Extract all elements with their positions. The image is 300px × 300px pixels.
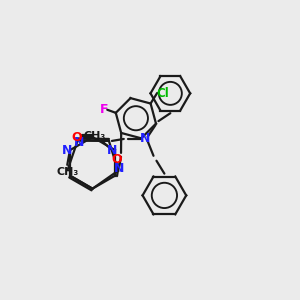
Text: O: O: [112, 153, 122, 167]
Text: N: N: [62, 145, 72, 158]
Text: N: N: [140, 132, 150, 146]
Text: N: N: [107, 143, 117, 157]
Text: CH₃: CH₃: [84, 131, 106, 141]
Text: O: O: [71, 130, 82, 144]
Text: CH₃: CH₃: [56, 167, 78, 177]
Text: N: N: [74, 136, 84, 149]
Text: F: F: [100, 103, 109, 116]
Text: N: N: [114, 162, 124, 175]
Text: Cl: Cl: [157, 86, 169, 100]
